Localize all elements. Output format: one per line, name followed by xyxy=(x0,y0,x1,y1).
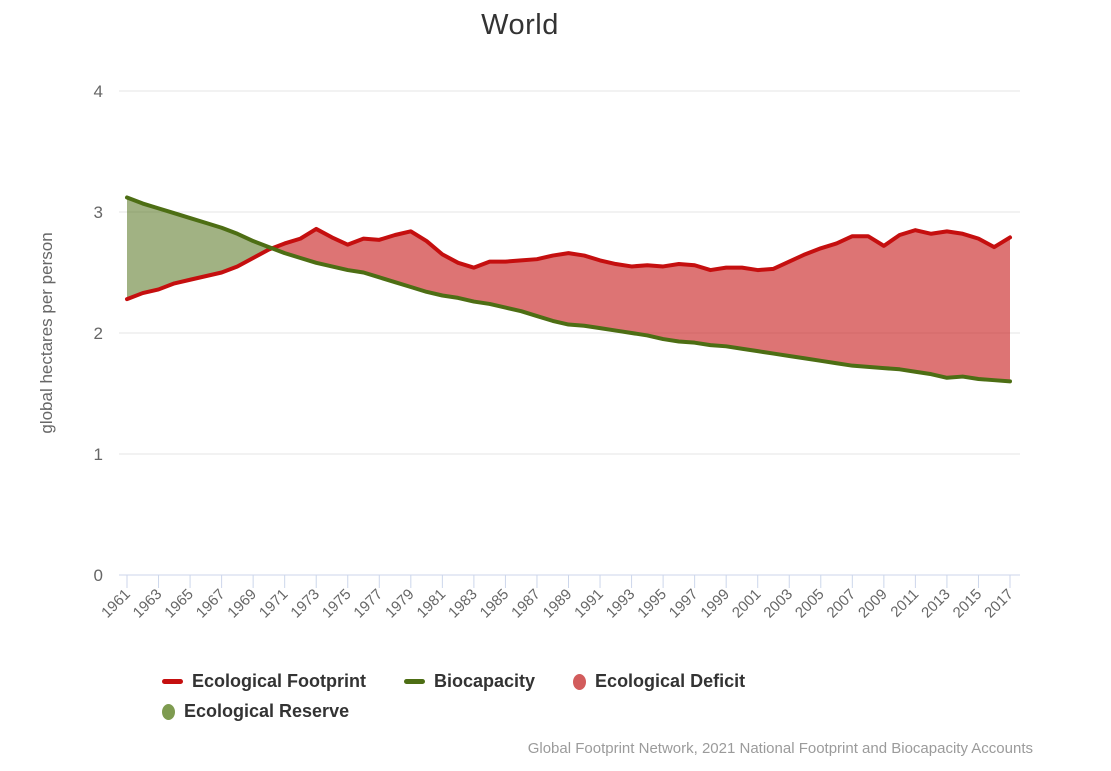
y-axis-label: 4 xyxy=(94,82,103,101)
chart-title: World xyxy=(481,9,559,41)
y-axis-label: 2 xyxy=(94,324,103,343)
legend-label: Biocapacity xyxy=(434,671,536,691)
legend-label: Ecological Reserve xyxy=(184,701,350,721)
legend-item-ecological-reserve[interactable]: Ecological Reserve xyxy=(162,701,349,722)
legend-item-ecological-footprint[interactable]: Ecological Footprint xyxy=(162,671,366,692)
reserve-area-marker-icon xyxy=(162,703,175,720)
legend: Ecological Footprint Biocapacity Ecologi… xyxy=(162,671,888,722)
x-axis-label: 1987 xyxy=(508,586,544,622)
x-axis-label: 2001 xyxy=(729,586,765,622)
x-axis-label: 1977 xyxy=(350,586,386,622)
legend-label: Ecological Deficit xyxy=(595,671,746,691)
x-axis-label: 1983 xyxy=(445,586,481,622)
x-axis-label: 2013 xyxy=(918,586,954,622)
x-axis-label: 2009 xyxy=(855,586,891,622)
biocapacity-line-marker-icon xyxy=(404,679,425,684)
ecological-reserve-area[interactable] xyxy=(127,197,273,300)
y-axis-label: 1 xyxy=(94,445,103,464)
x-axis-label: 1971 xyxy=(256,586,292,622)
x-axis-label: 1979 xyxy=(382,586,418,622)
x-axis-label: 1997 xyxy=(666,586,702,622)
deficit-area-marker-icon xyxy=(573,673,587,690)
x-axis-label: 1995 xyxy=(634,586,670,622)
y-axis-label: 3 xyxy=(94,203,103,222)
x-axis-label: 2007 xyxy=(824,586,860,622)
legend-item-biocapacity[interactable]: Biocapacity xyxy=(404,671,535,692)
x-axis-label: 1963 xyxy=(130,586,166,622)
x-axis-label: 1973 xyxy=(287,586,323,622)
legend-item-ecological-deficit[interactable]: Ecological Deficit xyxy=(573,671,745,692)
ecological-footprint-chart: World 1961 1963 1965 1967 1969 1971 1973 1975 19… xyxy=(37,9,1033,757)
legend-label: Ecological Footprint xyxy=(192,671,366,691)
biocapacity-line[interactable] xyxy=(125,195,1012,384)
y-axis-label: 0 xyxy=(94,566,103,585)
footprint-line-marker-icon xyxy=(162,679,183,684)
ecological-deficit-area[interactable] xyxy=(272,228,1010,382)
x-axis-label: 2003 xyxy=(760,586,796,622)
x-axis-label: 1981 xyxy=(414,586,450,622)
x-axis-label: 1993 xyxy=(603,586,639,622)
attribution-text: Global Footprint Network, 2021 National … xyxy=(527,740,1033,757)
x-axis-label: 2005 xyxy=(792,586,828,622)
x-axis-label: 1965 xyxy=(161,586,197,622)
x-axis-label: 2017 xyxy=(981,586,1017,622)
x-axis-label: 1989 xyxy=(540,586,576,622)
x-axis-label: 1967 xyxy=(193,586,229,622)
x-axis-label: 1961 xyxy=(98,586,134,622)
x-axis-label: 1999 xyxy=(697,586,733,622)
x-axis-label: 1975 xyxy=(319,586,355,622)
x-axis-label: 1991 xyxy=(571,586,607,622)
x-axis-label: 2011 xyxy=(887,586,922,621)
y-axis-title: global hectares per person xyxy=(37,232,56,433)
x-axis-label: 1985 xyxy=(477,586,513,622)
x-axis-label: 1969 xyxy=(224,586,260,622)
plot-area: 1961196319651967196919711973197519771979… xyxy=(37,82,1020,622)
x-axis-label: 2015 xyxy=(950,586,986,622)
